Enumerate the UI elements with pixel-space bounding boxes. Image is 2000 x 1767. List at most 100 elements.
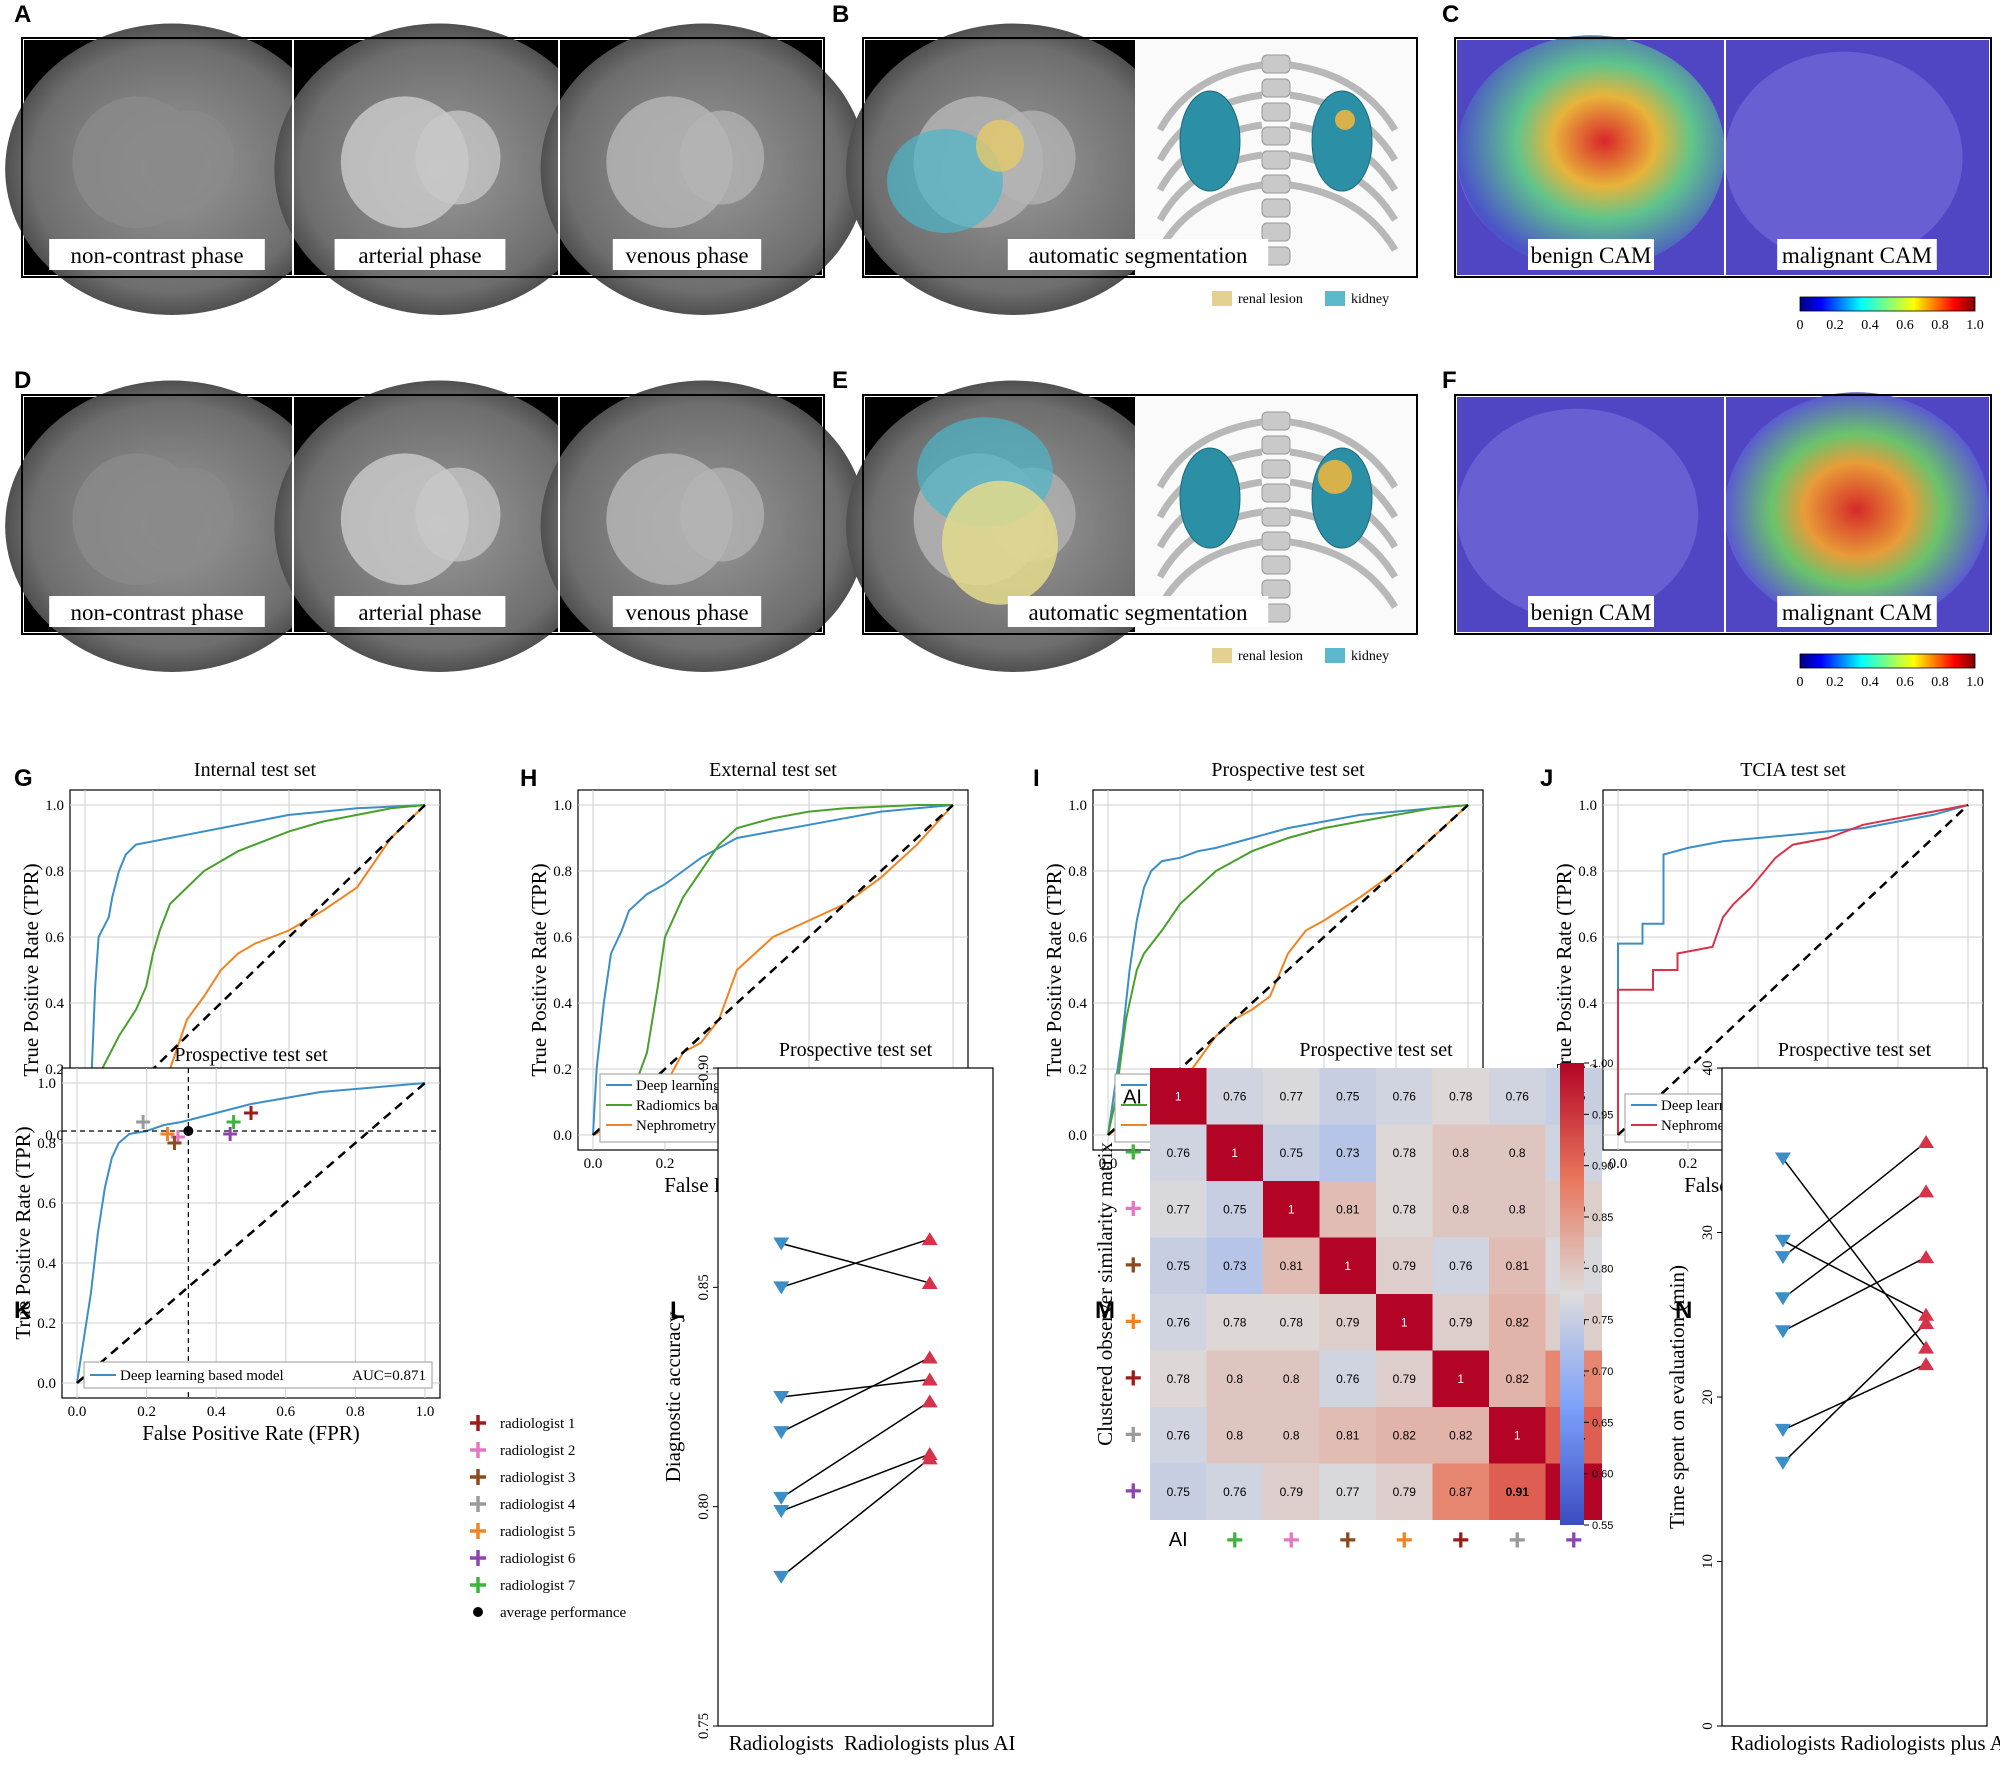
heatmap-cell: 0.79 (1376, 1350, 1433, 1407)
svg-text:0.78: 0.78 (1393, 1202, 1417, 1216)
heatmap-cell: 1 (1376, 1294, 1433, 1351)
panel-label-d: D (14, 367, 31, 394)
svg-text:0.8: 0.8 (1283, 1372, 1300, 1386)
radiologist-point-5 (160, 1127, 175, 1141)
chance-line (1617, 804, 1969, 1136)
svg-text:0.77: 0.77 (1280, 1089, 1304, 1103)
rib (1289, 538, 1399, 609)
kidney-3d-right (1311, 90, 1373, 192)
x-tick-label: 0.4 (207, 1404, 226, 1420)
y-tick-label: 0.2 (553, 1062, 572, 1078)
lesion-3d (1335, 109, 1355, 130)
y-axis-label: Time spent on evaluation (min) (1665, 1265, 1689, 1529)
svg-text:0.81: 0.81 (1336, 1202, 1360, 1216)
chart-title: Prospective test set (1778, 1039, 1932, 1061)
heatmap-colorbar (1560, 1063, 1584, 1525)
lesion-overlay (976, 119, 1024, 172)
vertebra (1261, 435, 1291, 455)
roc-curve-1 (1617, 804, 1969, 1135)
y-axis-label: True Positive Rate (TPR) (19, 863, 43, 1076)
heatmap-row-label: + (1124, 1136, 1142, 1169)
row1-phase-label-3: venous phase (625, 243, 748, 268)
row1-cam-label-benign: benign CAM (1531, 243, 1652, 268)
heatmap-cell: 0.79 (1319, 1294, 1376, 1351)
row1-phase-label-2-box (334, 239, 506, 270)
y-tick-label: 0.2 (37, 1316, 56, 1332)
panel-label-l: L (670, 1297, 685, 1324)
roc-curve-dl (76, 1082, 426, 1384)
svg-text:0.76: 0.76 (1167, 1428, 1191, 1442)
heatmap-cell: 0.8 (1489, 1181, 1546, 1238)
roc-curve-0 (592, 804, 954, 1136)
row2-cam-label-malignant: malignant CAM (1782, 600, 1932, 625)
vertebra (1261, 411, 1291, 431)
heatmap-col-label: + (1565, 1524, 1583, 1557)
y-tick-label: 0.0 (37, 1376, 56, 1392)
row1-seg-label: automatic segmentation (1028, 243, 1248, 268)
heatmap-row-label: AI (1123, 1086, 1142, 1108)
row2-cam-panel: benign CAM malignant CAM (1454, 392, 1992, 635)
row2-phase-panel: non-contrast phase arterial phase venous p… (5, 380, 867, 672)
legend-label: Deep learning based model (120, 1368, 284, 1384)
y-tick-label: 1.0 (45, 798, 64, 814)
y-tick-label: 0.8 (1578, 864, 1597, 880)
y-tick-label: 0.0 (1068, 1128, 1087, 1144)
roc-curve-1 (1107, 804, 1469, 1136)
y-axis-label: Diagnostic accuracy (661, 1311, 685, 1482)
svg-text:0.75: 0.75 (1167, 1485, 1191, 1499)
cam-colorbar (1799, 653, 1976, 669)
vertebra (1261, 54, 1291, 74)
cam-colorbar-tick: 0.6 (1896, 318, 1914, 333)
row2-phase-label-2: arterial phase (358, 600, 481, 625)
heatmap-cell: 0.75 (1263, 1124, 1320, 1181)
ct-lesion (147, 110, 234, 205)
y-tick-label: 0.6 (37, 1196, 56, 1212)
plot-area (717, 1067, 994, 1727)
pair-7 (1774, 1315, 1935, 1470)
heatmap-cell: 0.8 (1263, 1350, 1320, 1407)
cam-colorbar-tick: 0.6 (1896, 675, 1914, 690)
y-tick-label: 0.0 (553, 1128, 572, 1144)
row1-phase-label-3-box (612, 239, 762, 270)
y-tick-label: 0.2 (45, 1062, 64, 1078)
k-legend-item-1: radiologist 1 (470, 1415, 575, 1432)
kidney-3d-left (1179, 90, 1241, 192)
svg-text:1: 1 (1514, 1428, 1521, 1442)
row1-seg-frame (862, 37, 1418, 278)
cam-colorbar-tick: 1.0 (1966, 675, 1984, 690)
x-tick-label: 0.8 (346, 1404, 365, 1420)
y-tick-label: 0.6 (45, 930, 64, 946)
ct-lesion (147, 467, 234, 562)
heatmap-cell: 0.8 (1263, 1407, 1320, 1464)
y-tick-label: 0.8 (45, 864, 64, 880)
svg-text:1: 1 (1457, 1372, 1464, 1386)
svg-text:0.82: 0.82 (1449, 1428, 1473, 1442)
heatmap-cell: 0.75 (1319, 1068, 1376, 1125)
heatmap-row-label: + (1124, 1362, 1142, 1395)
svg-text:0.81: 0.81 (1336, 1428, 1360, 1442)
panel-label-k: K (14, 1297, 32, 1324)
svg-text:0.79: 0.79 (1393, 1485, 1417, 1499)
svg-text:0.8: 0.8 (1509, 1146, 1526, 1160)
k-legend-item-4: radiologist 4 (470, 1496, 576, 1513)
svg-text:0.78: 0.78 (1449, 1089, 1473, 1103)
colorbar-tick-label: 0.65 (1592, 1417, 1613, 1429)
pair-3 (773, 1372, 938, 1404)
vertebra (1261, 198, 1291, 218)
svg-text:0.78: 0.78 (1167, 1372, 1191, 1386)
panel-label-i: I (1033, 765, 1040, 792)
charts: Internal test set 0.0 0.0 0.2 0.2 0.4 0.4 0.6 0.… (11, 759, 2000, 1755)
heatmap-col-label: + (1395, 1524, 1413, 1557)
chart-title: External test set (709, 759, 837, 781)
heatmap-cell: 0.8 (1206, 1407, 1263, 1464)
y-tick-label: 1.0 (553, 798, 572, 814)
svg-text:0.76: 0.76 (1449, 1259, 1473, 1273)
x-tick-label: 0.2 (656, 1156, 675, 1172)
pair-4 (1774, 1184, 1935, 1306)
rib (1156, 61, 1263, 132)
heatmap-col-label: AI (1169, 1529, 1188, 1551)
x-tick-label: 0.2 (1679, 1156, 1698, 1172)
cam-colorbar-tick: 0.2 (1826, 675, 1844, 690)
legend-auc: AUC=0.871 (352, 1368, 426, 1384)
heatmap-cell: 0.81 (1319, 1407, 1376, 1464)
